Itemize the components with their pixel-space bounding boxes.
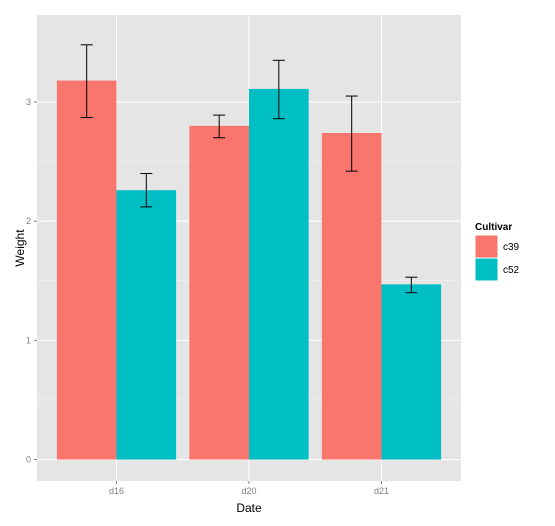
- legend-item-c52: c52: [474, 257, 520, 282]
- y-axis-title: Weight: [13, 229, 27, 267]
- legend-item-c39: c39: [474, 234, 520, 259]
- errorbar-c39-d16: [80, 44, 93, 118]
- bar-c39-d16: [56, 80, 117, 460]
- x-axis-title: Date: [236, 501, 262, 515]
- legend-label-c39: c39: [503, 242, 520, 253]
- y-tick-label: 2: [26, 216, 31, 226]
- errorbar-c39-d20: [213, 114, 226, 139]
- bar-c39-d21: [321, 132, 382, 460]
- bar-c52-d16: [116, 190, 177, 460]
- legend-key-c39: [474, 234, 499, 259]
- error-bars: [80, 44, 418, 294]
- legend-title: Cultivar: [475, 222, 512, 233]
- x-tick-label: d20: [241, 486, 256, 496]
- x-tick-label: d21: [374, 486, 389, 496]
- errorbar-c39-d21: [345, 95, 358, 172]
- y-axis: 0 1 2 3: [26, 97, 37, 465]
- legend-label-c52: c52: [503, 265, 520, 276]
- legend: Cultivar c39 c52: [474, 222, 520, 282]
- errorbar-c52-d20: [272, 59, 285, 120]
- x-axis: d16 d20 d21: [109, 481, 389, 496]
- legend-key-c52: [474, 257, 499, 282]
- bar-c52-d20: [249, 88, 309, 460]
- bars: [56, 80, 442, 460]
- y-tick-label: 1: [26, 335, 31, 345]
- y-tick-label: 0: [26, 455, 31, 465]
- errorbar-c52-d16: [140, 173, 153, 208]
- y-tick-label: 3: [26, 97, 31, 107]
- bar-c39-d20: [189, 125, 249, 460]
- x-tick-label: d16: [109, 486, 124, 496]
- errorbar-c52-d21: [405, 276, 418, 294]
- bar-c52-d21: [381, 284, 442, 460]
